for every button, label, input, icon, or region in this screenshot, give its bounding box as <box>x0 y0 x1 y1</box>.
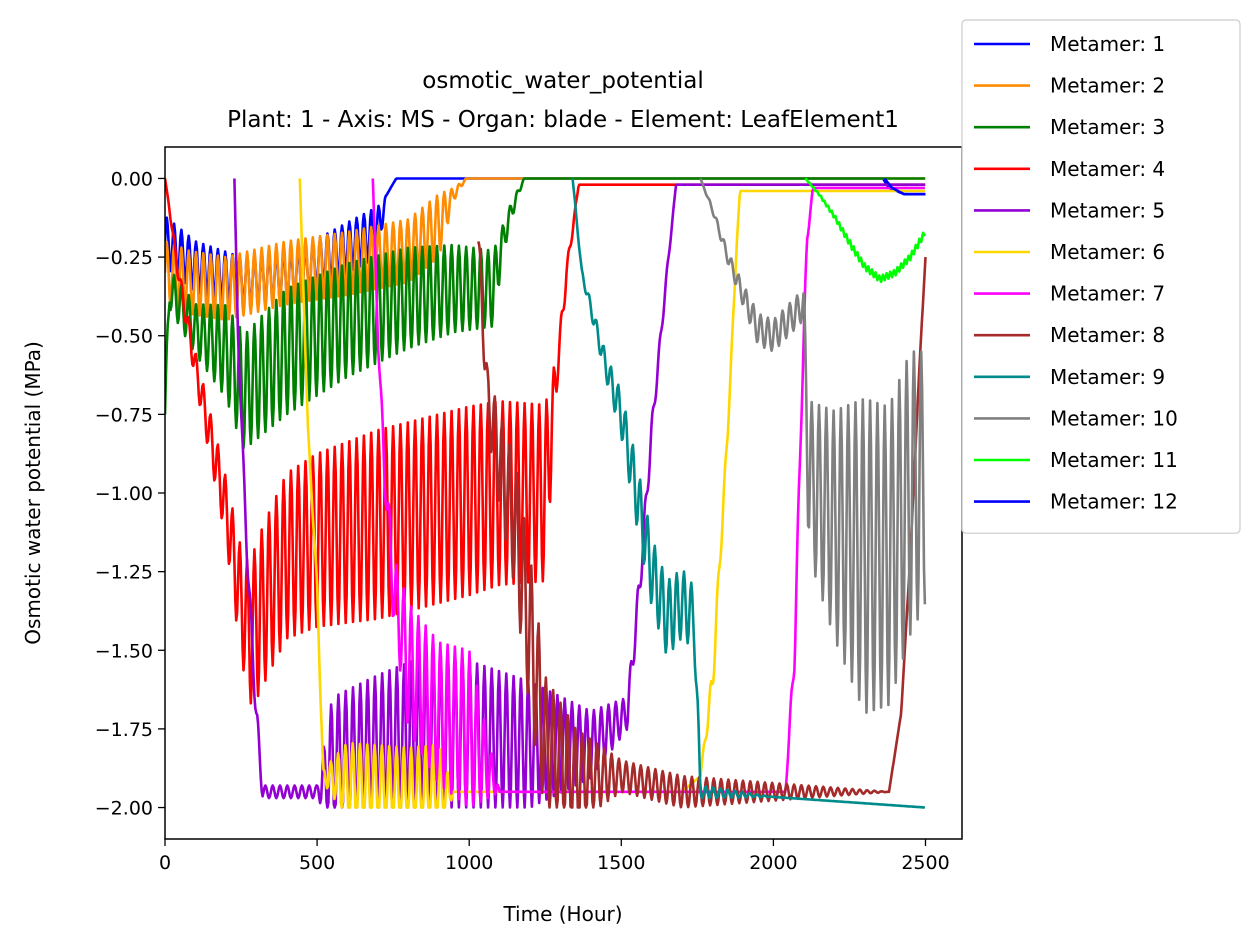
legend-entry-label: Metamer: 4 <box>1050 157 1165 181</box>
y-tick-label: −1.75 <box>95 719 153 741</box>
legend-entry-label: Metamer: 12 <box>1050 490 1178 514</box>
axis-ticks: 0 500 1000 1500 2000 2500 0.00 −0.25 −0.50 −0.75 −… <box>95 168 950 874</box>
y-axis-label: Osmotic water potential (MPa) <box>21 341 45 645</box>
y-tick-label: −0.50 <box>95 326 153 348</box>
chart-subtitle: Plant: 1 - Axis: MS - Organ: blade - Ele… <box>227 107 899 133</box>
x-axis-label: Time (Hour) <box>502 902 622 926</box>
series-line-3 <box>165 177 926 450</box>
series-line-9 <box>571 178 926 809</box>
y-tick-label: −0.25 <box>95 247 153 269</box>
legend-box <box>961 19 1241 534</box>
legend-entry-label: Metamer: 1 <box>1050 32 1165 56</box>
legend-entry-label: Metamer: 10 <box>1050 406 1178 430</box>
legend-entry-label: Metamer: 8 <box>1050 323 1165 347</box>
legend-entry-label: Metamer: 6 <box>1050 240 1165 264</box>
legend-entry-label: Metamer: 2 <box>1050 74 1165 98</box>
y-tick-label: 0.00 <box>111 168 153 190</box>
chart-title: osmotic_water_potential <box>422 68 703 94</box>
series-layer <box>165 177 927 809</box>
series-line-12 <box>883 177 926 196</box>
series-line-10 <box>699 178 927 714</box>
series-line-8 <box>477 241 927 809</box>
series-line-7 <box>371 178 926 807</box>
x-tick-label: 1500 <box>597 852 645 874</box>
x-tick-label: 2500 <box>901 852 949 874</box>
legend-entry-label: Metamer: 5 <box>1050 198 1165 222</box>
legend-entry-label: Metamer: 3 <box>1050 115 1165 139</box>
x-tick-label: 1000 <box>445 852 493 874</box>
legend-entry-label: Metamer: 11 <box>1050 448 1178 472</box>
legend-entry-label: Metamer: 9 <box>1050 365 1165 389</box>
y-tick-label: −1.50 <box>95 640 153 662</box>
x-tick-label: 500 <box>299 852 335 874</box>
y-tick-label: −1.00 <box>95 483 153 505</box>
legend-entry-label: Metamer: 7 <box>1050 282 1165 306</box>
x-tick-label: 2000 <box>749 852 797 874</box>
y-tick-label: −0.75 <box>95 404 153 426</box>
series-line-11 <box>804 177 927 284</box>
y-tick-label: −1.25 <box>95 562 153 584</box>
y-tick-label: −2.00 <box>95 798 153 820</box>
x-tick-label: 0 <box>159 852 171 874</box>
legend: Metamer: 1 Metamer: 2 Metamer: 3 Metamer: 4… <box>961 19 1241 534</box>
